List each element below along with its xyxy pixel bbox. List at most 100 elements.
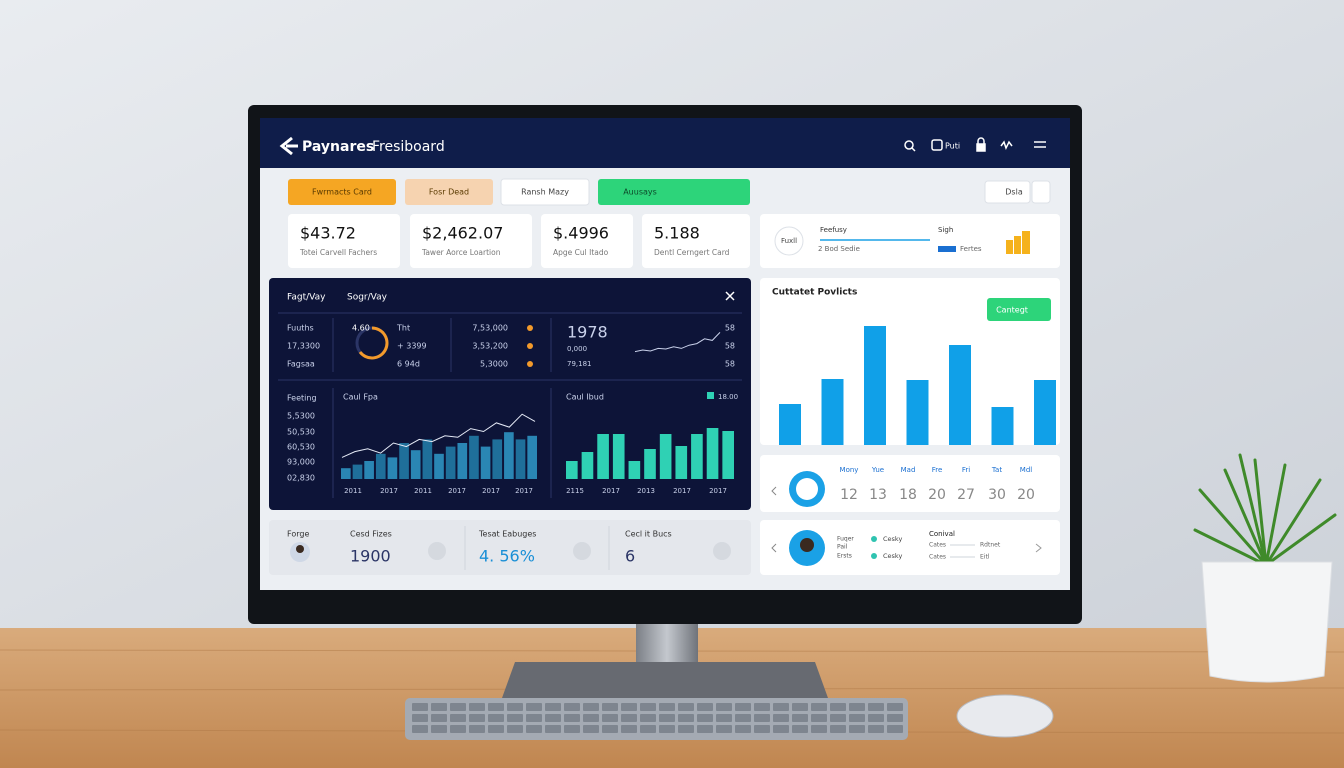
bar [480, 446, 491, 479]
prev-arrow[interactable] [771, 543, 777, 553]
trend-line [341, 413, 536, 458]
key [735, 703, 751, 711]
profile-detail: Cates [929, 554, 946, 561]
profile-dots [871, 536, 877, 559]
stat-label: Apge Cul Itado [553, 248, 609, 257]
profile-card [760, 520, 1060, 575]
bar [628, 461, 641, 479]
key [450, 703, 466, 711]
key [697, 714, 713, 722]
tab[interactable] [288, 179, 396, 205]
spark-tick: 58 [725, 324, 735, 333]
row-label: Fuuths [287, 324, 314, 333]
chart-title: Caul Ibud [566, 393, 604, 402]
bar [422, 439, 433, 479]
key [659, 714, 675, 722]
ring [358, 326, 389, 360]
date: 20 [928, 487, 946, 503]
key [412, 725, 428, 733]
stat-value: $43.72 [300, 224, 356, 243]
key [507, 725, 523, 733]
key [602, 725, 618, 733]
bar [341, 468, 351, 479]
dark-panel [269, 278, 751, 510]
tab[interactable] [500, 178, 590, 206]
tab-label: Fwrmacts Card [312, 188, 372, 197]
key [488, 714, 504, 722]
footer-dividers [464, 526, 610, 570]
key [640, 714, 656, 722]
bar [612, 434, 625, 479]
bar [779, 404, 801, 445]
plant [1193, 453, 1337, 567]
x-label: 2013 [637, 487, 655, 495]
date: 30 [988, 487, 1006, 503]
add-button[interactable] [1031, 180, 1051, 204]
profile-lines [950, 544, 975, 558]
calendar-icon-inner [796, 478, 818, 500]
key [507, 703, 523, 711]
figure: 5,3000 [480, 360, 508, 369]
key [868, 725, 884, 733]
key [583, 703, 599, 711]
key [716, 703, 732, 711]
spark-tick: 58 [725, 360, 735, 369]
key [583, 725, 599, 733]
app-header [260, 118, 1070, 168]
mini-bars [1006, 231, 1030, 254]
day-label: Mad [901, 466, 916, 474]
key [488, 725, 504, 733]
key [621, 725, 637, 733]
key [545, 703, 561, 711]
key [640, 725, 656, 733]
footer-chevrons[interactable] [428, 542, 731, 560]
key [830, 725, 846, 733]
summary-right-title: Sigh [938, 226, 953, 234]
key [507, 714, 523, 722]
key [583, 714, 599, 722]
dark-dividers [278, 312, 742, 498]
stat-cards [288, 214, 750, 268]
tag [938, 246, 956, 252]
y-label: 93,000 [287, 458, 315, 467]
bar [949, 345, 971, 445]
ring-value: 4.60 [352, 324, 370, 333]
header-icons [904, 137, 1046, 152]
tab[interactable] [598, 179, 750, 205]
bar [364, 461, 374, 479]
bar [352, 464, 363, 479]
bar-card-button[interactable] [987, 298, 1051, 321]
key [545, 714, 561, 722]
date: 12 [840, 487, 858, 503]
prev-arrow[interactable] [771, 486, 777, 496]
close-icon[interactable] [725, 291, 735, 301]
bar [906, 380, 929, 445]
ring-note: Tht [396, 324, 410, 333]
key [469, 714, 485, 722]
x-label: 2017 [602, 487, 620, 495]
side-label: Feeting [287, 394, 317, 403]
footer-avatar-face [296, 545, 304, 553]
key [488, 703, 504, 711]
key [716, 714, 732, 722]
next-arrow[interactable] [1035, 543, 1042, 553]
badge [774, 226, 804, 256]
bar [387, 457, 398, 479]
x-label: 2017 [515, 487, 533, 495]
bar [492, 439, 503, 479]
bar [864, 326, 886, 445]
key [678, 703, 694, 711]
keys [412, 703, 903, 733]
key [811, 703, 827, 711]
key [412, 703, 428, 711]
toolbar-button[interactable] [984, 180, 1031, 204]
key [830, 703, 846, 711]
bar [675, 446, 688, 479]
tab[interactable] [405, 179, 493, 205]
logo [279, 136, 298, 156]
bar [527, 435, 537, 479]
summary-card [760, 214, 1060, 268]
key [754, 714, 770, 722]
